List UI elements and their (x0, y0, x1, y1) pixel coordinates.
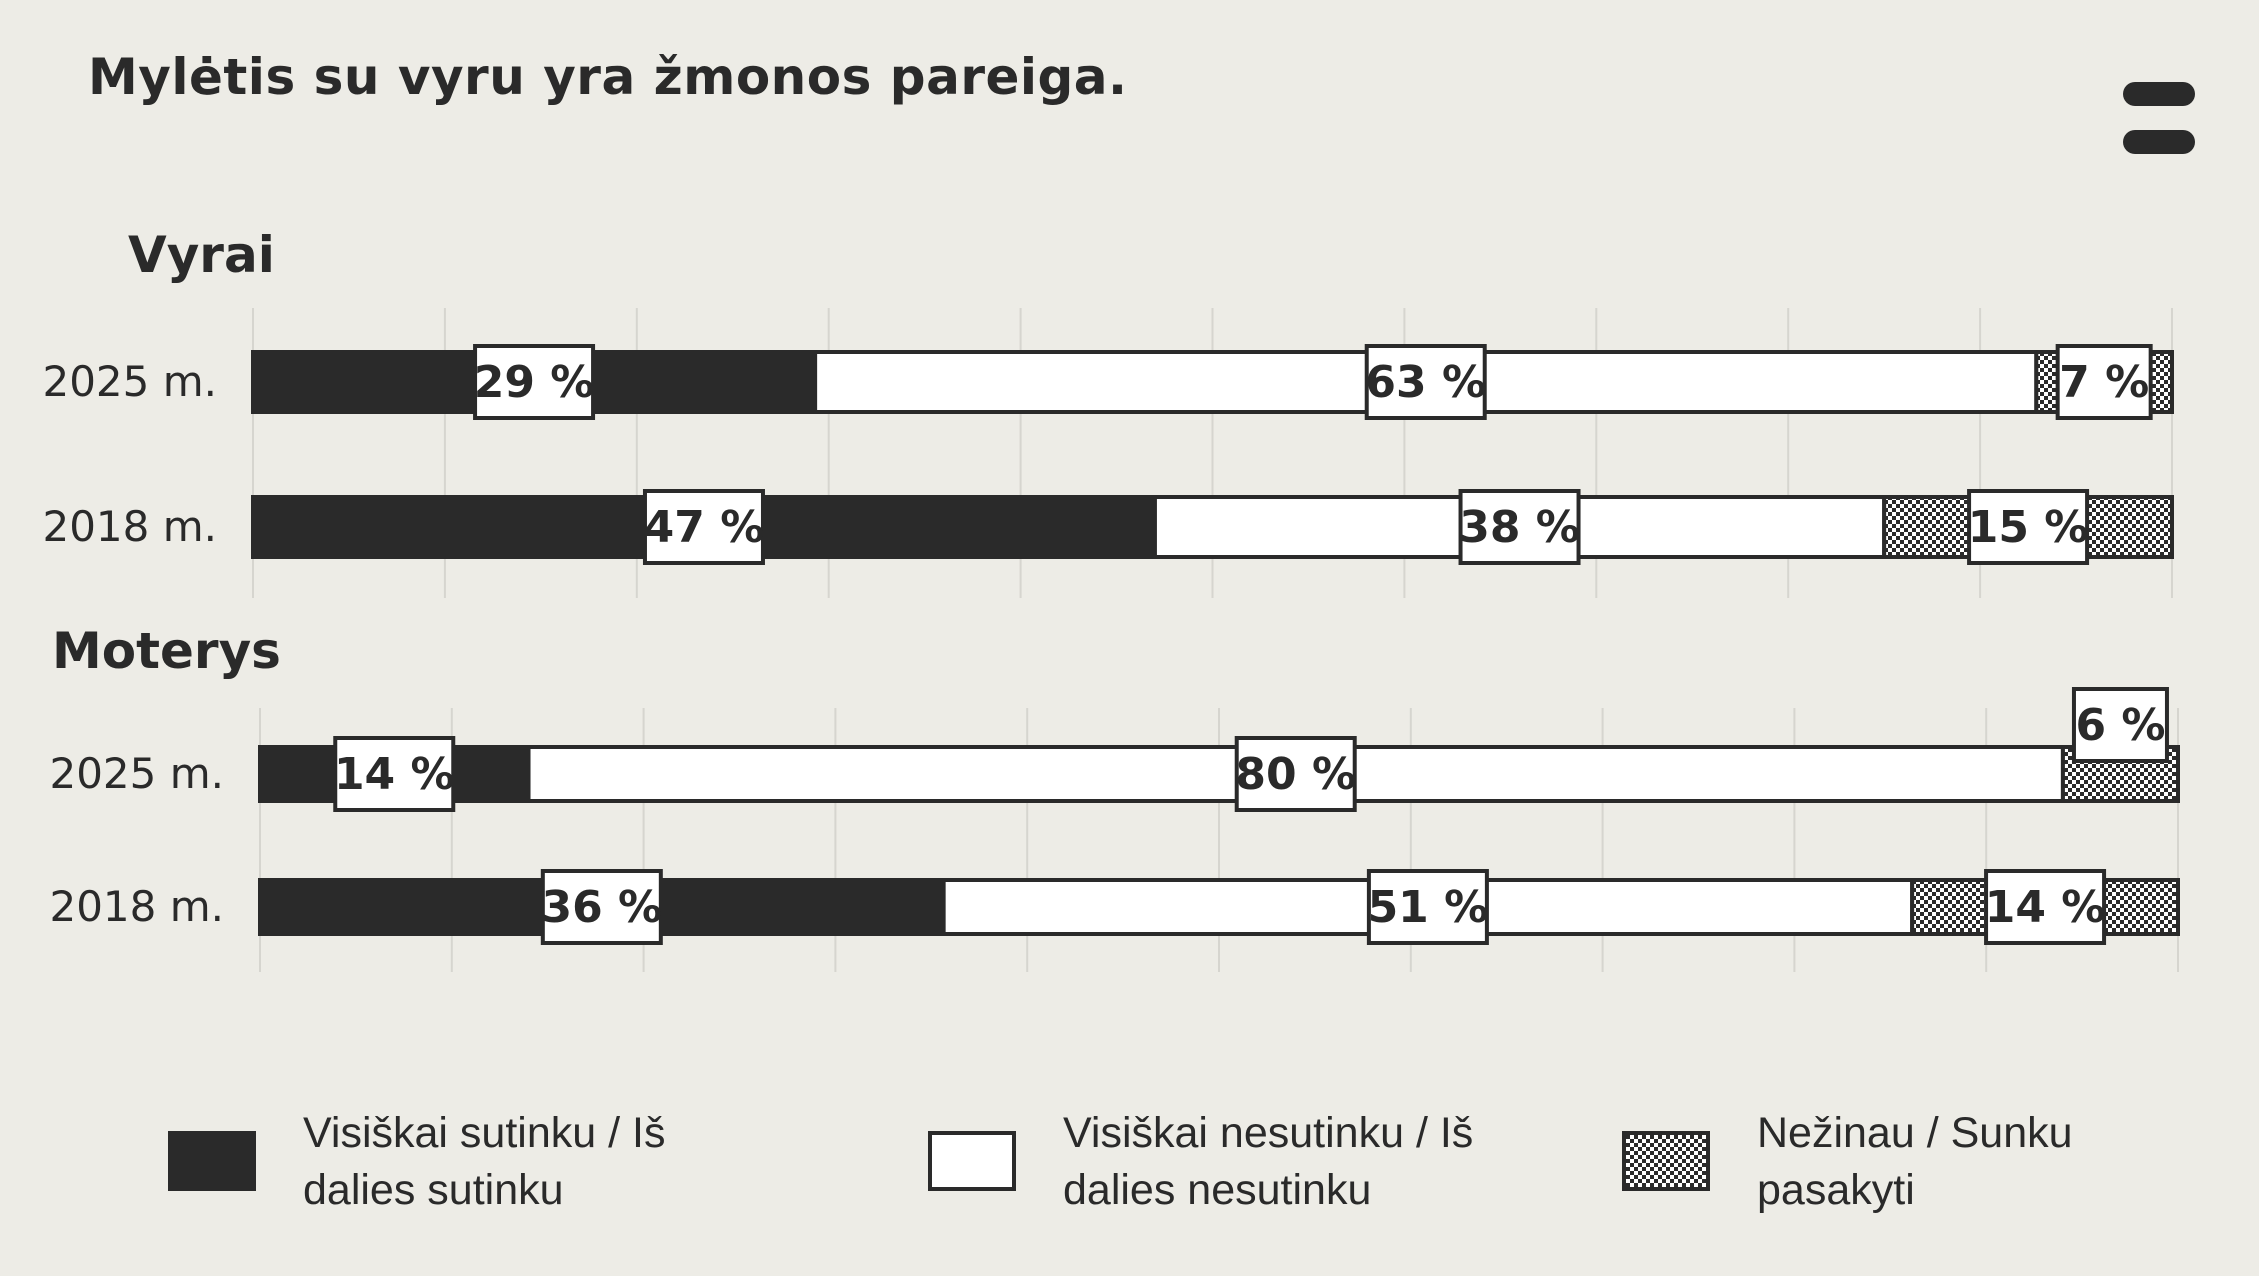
data-label-box (1364, 344, 1487, 420)
row-label: 2025 m. (49, 749, 224, 798)
data-label: 7 % (2059, 357, 2149, 408)
data-label: 63 % (1365, 357, 1486, 408)
menu-icon-bar-top (2123, 82, 2195, 106)
row-label: 2018 m. (42, 502, 217, 551)
group-title: Moterys (52, 622, 281, 680)
legend-swatch-unknown (1622, 1131, 1710, 1191)
data-label-box (1234, 736, 1357, 812)
data-label: 29 % (474, 357, 595, 408)
data-label-box (2071, 687, 2169, 763)
data-label-box (333, 736, 456, 812)
data-label: 51 % (1368, 882, 1489, 933)
data-label: 14 % (1985, 882, 2106, 933)
legend-label-disagree: Visiškai nesutinku / Iš dalies nesutinku (1063, 1109, 1474, 1214)
data-label: 38 % (1459, 502, 1580, 553)
chart-title: Mylėtis su vyru yra žmonos pareiga. (88, 48, 1128, 106)
menu-icon[interactable] (2123, 80, 2197, 154)
group-title: Vyrai (128, 226, 275, 284)
data-label: 14 % (334, 749, 455, 800)
data-label: 36 % (542, 882, 663, 933)
data-label: 15 % (1968, 502, 2089, 553)
data-label-box (642, 489, 765, 565)
data-label-box (540, 869, 663, 945)
data-label-box (1366, 869, 1489, 945)
data-label: 47 % (644, 502, 765, 553)
menu-icon-bar-bottom (2123, 130, 2195, 154)
data-label: 80 % (1235, 749, 1356, 800)
row-label: 2025 m. (42, 357, 217, 406)
legend-swatch-agree (168, 1131, 256, 1191)
row-label: 2018 m. (49, 882, 224, 931)
legend-swatch-disagree (928, 1131, 1016, 1191)
legend: Visiškai sutinku / Iš dalies sutinku Vis… (0, 1105, 2259, 1235)
data-label-box (1458, 489, 1581, 565)
data-label: 6 % (2075, 700, 2165, 751)
legend-label-agree: Visiškai sutinku / Iš dalies sutinku (303, 1109, 666, 1214)
data-label-box (1967, 489, 2090, 565)
data-label-box (2055, 344, 2153, 420)
legend-label-unknown: Nežinau / Sunku pasakyti (1757, 1109, 2073, 1214)
stacked-bar-chart: Vyrai 2025 m. 29 % 63 % 7 % 2018 m. 47 % 38 % 15… (42, 226, 2181, 972)
data-label-box (1984, 869, 2107, 945)
data-label-box (473, 344, 596, 420)
